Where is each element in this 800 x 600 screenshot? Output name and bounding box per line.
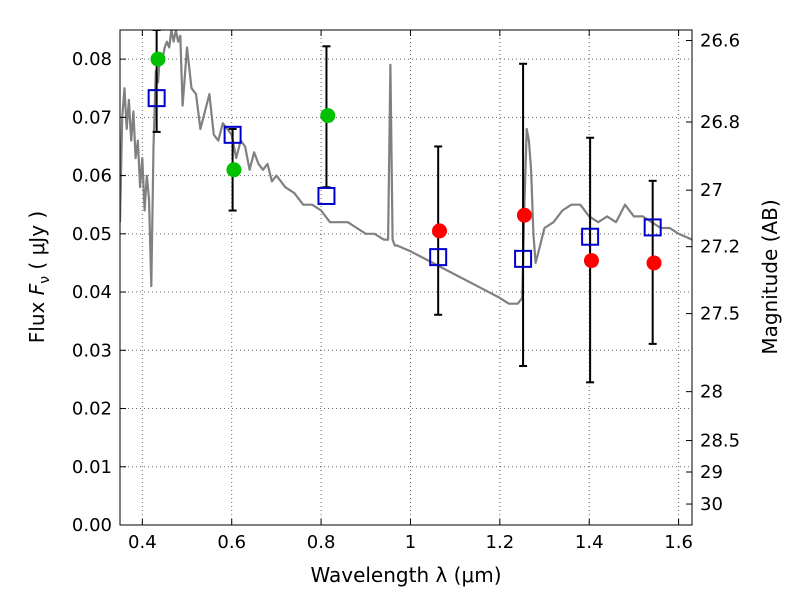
x-tick-label: 1.2 — [486, 532, 515, 553]
y2-tick-label: 27.2 — [700, 237, 740, 258]
y-tick-label: 0.01 — [72, 457, 112, 478]
model-photometry-point — [317, 186, 336, 205]
model-photometry-point — [581, 227, 600, 246]
model-photometry-point — [643, 218, 662, 237]
x-tick-label: 1.4 — [575, 532, 604, 553]
model-photometry-point — [429, 248, 448, 267]
y-tick-label: 0.07 — [72, 107, 112, 128]
photometry-green-point — [320, 108, 336, 124]
y2-tick-label: 29 — [700, 462, 723, 483]
photometry-red-point — [583, 253, 599, 269]
photometry-red-point — [432, 223, 448, 239]
y-tick-label: 0.05 — [72, 224, 112, 245]
axis-ticks: 0.4 0.6 0.8 1 1.2 1.4 1.6 0.00 0.01 0.02 0.03 0.04 0… — [72, 30, 740, 553]
photometry-red-point — [646, 255, 662, 271]
y2-tick-label: 26.8 — [700, 112, 740, 133]
x-tick-label: 0.4 — [128, 532, 157, 553]
x-tick-label: 1 — [405, 532, 416, 553]
x-tick-label: 1.6 — [664, 532, 693, 553]
model-photometry-point — [514, 249, 533, 268]
photometry-green-point — [226, 162, 242, 178]
x-axis-label: Wavelength λ (μm) — [310, 563, 501, 587]
y2-tick-label: 28.5 — [700, 431, 740, 452]
x-tick-label: 0.8 — [307, 532, 336, 553]
model-photometry-point — [147, 89, 166, 108]
photometry-red-point — [516, 207, 532, 223]
y2-axis-label: Magnitude (AB) — [758, 199, 782, 354]
y2-tick-label: 27 — [700, 180, 723, 201]
y2-tick-label: 27.5 — [700, 304, 740, 325]
y-tick-label: 0.02 — [72, 399, 112, 420]
y-tick-label: 0.04 — [72, 282, 112, 303]
photometry-green-point — [150, 51, 166, 67]
model-photometry-point — [223, 125, 242, 144]
sed-line — [120, 30, 692, 305]
y-axis-label: Flux Fν ( μJy ) — [25, 211, 53, 343]
y-tick-label: 0.06 — [72, 166, 112, 187]
x-tick-label: 0.6 — [217, 532, 246, 553]
plot-area — [120, 30, 692, 384]
y2-tick-label: 30 — [700, 494, 723, 515]
y2-tick-label: 28 — [700, 382, 723, 403]
plot-frame — [119, 29, 693, 526]
y-tick-label: 0.03 — [72, 340, 112, 361]
y2-tick-label: 26.6 — [700, 30, 740, 51]
y-tick-label: 0.00 — [72, 515, 112, 536]
y-tick-label: 0.08 — [72, 49, 112, 70]
